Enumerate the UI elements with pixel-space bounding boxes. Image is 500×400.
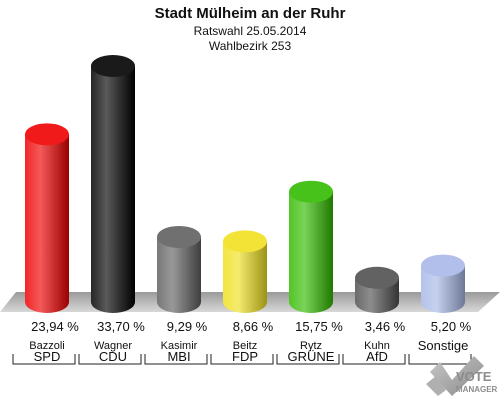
bar-cap (91, 55, 135, 77)
category-rule (144, 354, 208, 365)
category-label: SPD (34, 349, 61, 364)
bar-cap (421, 254, 465, 277)
bar-cdu (91, 55, 135, 313)
bar-cap (355, 266, 399, 289)
candidate-label: Kuhn (364, 340, 390, 352)
checkmark-icon (426, 356, 484, 396)
category-rule (276, 354, 340, 365)
bar-spd (25, 123, 69, 313)
value-label: 5,20 % (431, 319, 472, 334)
logo-line-1: VOTE (456, 369, 492, 384)
bar-fdp (223, 230, 267, 313)
candidate-label: Kasimir (161, 340, 198, 352)
value-label: 9,29 % (167, 319, 208, 334)
bar-cap (289, 180, 333, 203)
bar-grüne (289, 180, 333, 313)
category-label: MBI (167, 349, 190, 364)
bar-cap (223, 230, 267, 253)
chart-subtitle-district: Wahlbezirk 253 (209, 39, 292, 53)
category-label: CDU (99, 349, 127, 364)
bar-body (223, 241, 267, 313)
value-label: 15,75 % (295, 319, 343, 334)
bar-cap (25, 123, 69, 146)
bar-body (157, 236, 201, 313)
vote-manager-logo: VOTE MANAGER (426, 356, 498, 396)
bar-body (421, 265, 465, 313)
bar-body (289, 191, 333, 313)
bar-body (25, 134, 69, 313)
bar-cap (157, 225, 201, 248)
logo-line-2: MANAGER (456, 385, 498, 394)
candidate-label: Wagner (94, 340, 132, 352)
category-label: FDP (232, 349, 258, 364)
category-label: AfD (366, 349, 388, 364)
category-rule (210, 354, 274, 365)
bar-sonstige (421, 254, 465, 313)
bar-body (91, 66, 135, 313)
category-rule (12, 354, 76, 365)
category-rule (78, 354, 142, 365)
bar-mbi (157, 225, 201, 313)
value-label: 33,70 % (97, 319, 145, 334)
category-rule (342, 354, 406, 365)
bar-afd (355, 266, 399, 313)
candidate-label: Rytz (300, 340, 322, 352)
value-label: 3,46 % (365, 319, 406, 334)
value-label: 23,94 % (31, 319, 79, 334)
bars-layer (25, 55, 465, 313)
candidate-label: Bazzoli (29, 340, 64, 352)
chart-subtitle-date: Ratswahl 25.05.2014 (194, 24, 307, 38)
category-label: GRÜNE (288, 349, 335, 364)
chart-title: Stadt Mülheim an der Ruhr (155, 5, 346, 22)
candidate-label: Beitz (233, 340, 257, 352)
value-label: 8,66 % (233, 319, 274, 334)
category-label: Sonstige (418, 338, 469, 353)
